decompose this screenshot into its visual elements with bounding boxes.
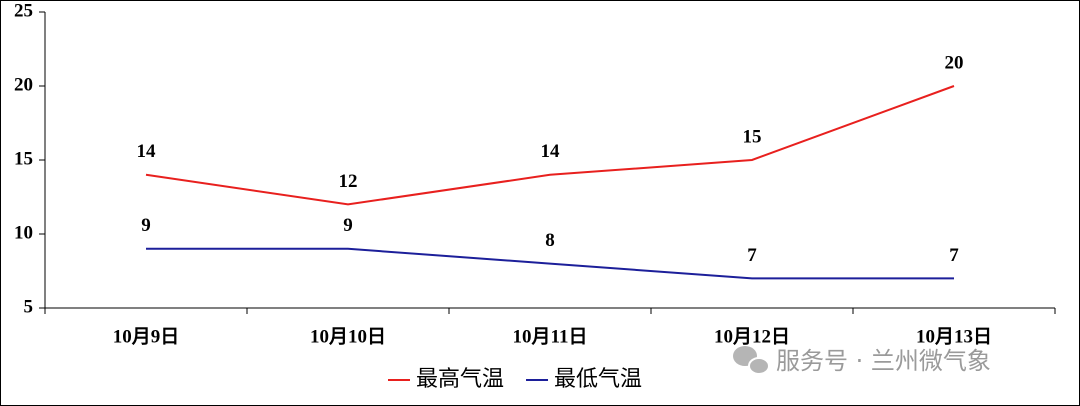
y-tick-label: 25 <box>14 0 33 21</box>
data-label: 7 <box>747 245 757 266</box>
data-label: 20 <box>945 52 964 73</box>
data-label: 14 <box>137 141 157 162</box>
y-tick-label: 20 <box>14 74 33 95</box>
data-label: 9 <box>141 215 151 236</box>
x-tick-label: 10月9日 <box>113 326 180 347</box>
x-tick-label: 10月11日 <box>513 326 588 347</box>
x-tick-label: 10月13日 <box>916 326 992 347</box>
data-label: 9 <box>343 215 353 236</box>
y-tick-label: 10 <box>14 222 33 243</box>
legend-label: 最低气温 <box>554 367 642 392</box>
watermark: 服务号 · 兰州微气象 <box>776 347 991 375</box>
data-label: 7 <box>949 245 959 266</box>
x-tick-label: 10月10日 <box>310 326 386 347</box>
series-line <box>146 247 954 280</box>
y-tick-label: 5 <box>24 296 34 317</box>
y-tick-label: 15 <box>14 148 33 169</box>
data-label: 14 <box>541 141 561 162</box>
data-label: 15 <box>743 126 762 147</box>
x-tick-label: 10月12日 <box>714 326 790 347</box>
series-line <box>145 85 955 206</box>
data-label: 8 <box>545 230 555 251</box>
watermark-icon <box>733 346 770 375</box>
data-label: 12 <box>339 171 358 192</box>
legend-label: 最高气温 <box>416 367 504 392</box>
